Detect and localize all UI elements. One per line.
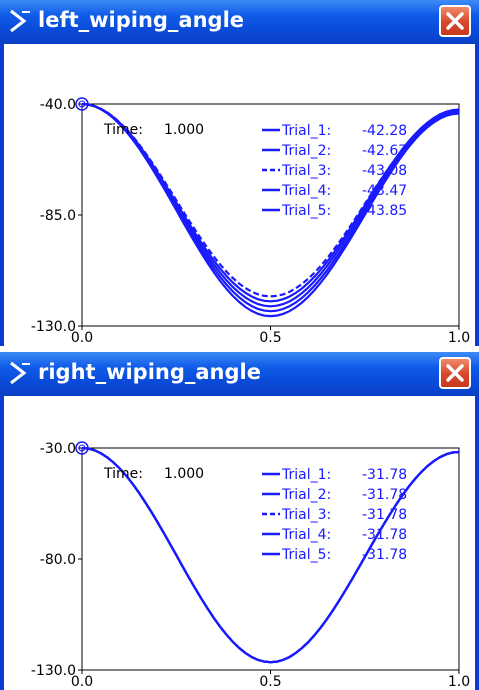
plot-window-left-wiping-angle: left_wiping_angle -40.0 -85.0 -130.0 0.0 0.5… (0, 0, 479, 346)
close-button[interactable] (439, 357, 471, 389)
time-value: 1.000 (164, 466, 204, 482)
legend-series-value: -31.78 (362, 547, 407, 563)
legend-series-value: -43.85 (362, 203, 407, 219)
close-icon (446, 12, 464, 30)
y-tick-label: -40.0 (40, 97, 76, 113)
legend-series-name: Trial_2: (281, 487, 331, 503)
legend-series-name: Trial_1: (281, 123, 331, 139)
x-tick-label: 1.0 (448, 330, 470, 346)
legend-series-name: Trial_3: (281, 507, 331, 523)
legend-series-value: -31.78 (362, 527, 407, 543)
cursor-marker[interactable] (75, 441, 89, 455)
legend-series-name: Trial_5: (281, 203, 331, 219)
legend-series-name: Trial_5: (281, 547, 331, 563)
x-tick-label: 0.5 (259, 674, 281, 690)
x-tick-label: 0.5 (259, 330, 281, 346)
title-bar[interactable]: right_wiping_angle (0, 352, 479, 396)
y-tick-label: -130.0 (31, 319, 76, 335)
legend-series-name: Trial_4: (281, 527, 331, 543)
y-tick-label: -130.0 (31, 663, 76, 679)
close-button[interactable] (439, 5, 471, 37)
legend-series-value: -31.78 (362, 487, 407, 503)
legend-series-name: Trial_4: (281, 183, 331, 199)
plot-area: -30.0 -80.0 -130.0 0.0 0.5 1.0 Time: 1.000 Trial… (4, 396, 475, 690)
plot-icon (10, 9, 30, 33)
legend-series-value: -31.78 (362, 507, 407, 523)
series-line-trial_3 (81, 102, 460, 298)
close-icon (446, 364, 464, 382)
x-tick-label: 1.0 (448, 674, 470, 690)
y-tick-label: -85.0 (40, 208, 76, 224)
legend-series-name: Trial_1: (281, 467, 331, 483)
legend-series-value: -43.47 (362, 183, 407, 199)
series-line-trial_5 (81, 102, 460, 318)
x-tick-label: 0.0 (71, 330, 93, 346)
cursor-marker[interactable] (75, 97, 89, 111)
window-title: left_wiping_angle (38, 8, 245, 32)
x-tick-label: 0.0 (71, 674, 93, 690)
title-bar[interactable]: left_wiping_angle (0, 0, 479, 44)
series-line-trial_5 (81, 446, 460, 664)
cursor-marker-inner (78, 100, 86, 108)
legend-series-name: Trial_2: (281, 143, 331, 159)
legend-series-value: -31.78 (362, 467, 407, 483)
plot-window-right-wiping-angle: right_wiping_angle -30.0 -80.0 -130.0 0.0 0.… (0, 352, 479, 690)
line-chart-svg: -30.0 -80.0 -130.00.0 0.5 1.0 Time: 1.000 Trial… (31, 441, 470, 690)
y-tick-label: -80.0 (40, 552, 76, 568)
legend-series-value: -43.08 (362, 163, 407, 179)
time-label: Time: (103, 122, 143, 138)
legend-series-name: Trial_3: (281, 163, 331, 179)
time-label: Time: (103, 466, 143, 482)
plot-area: -40.0 -85.0 -130.0 0.0 0.5 1.0 Time: 1.000 Trial… (4, 44, 475, 346)
legend-series-value: -42.67 (362, 143, 407, 159)
legend-series-value: -42.28 (362, 123, 407, 139)
time-value: 1.000 (164, 122, 204, 138)
y-tick-label: -30.0 (40, 441, 76, 457)
line-chart-svg: -40.0 -85.0 -130.00.0 0.5 1.0 Time: 1.000 Trial… (31, 97, 470, 346)
window-title: right_wiping_angle (38, 360, 261, 384)
plot-icon (10, 361, 30, 385)
cursor-marker-inner (78, 444, 86, 452)
